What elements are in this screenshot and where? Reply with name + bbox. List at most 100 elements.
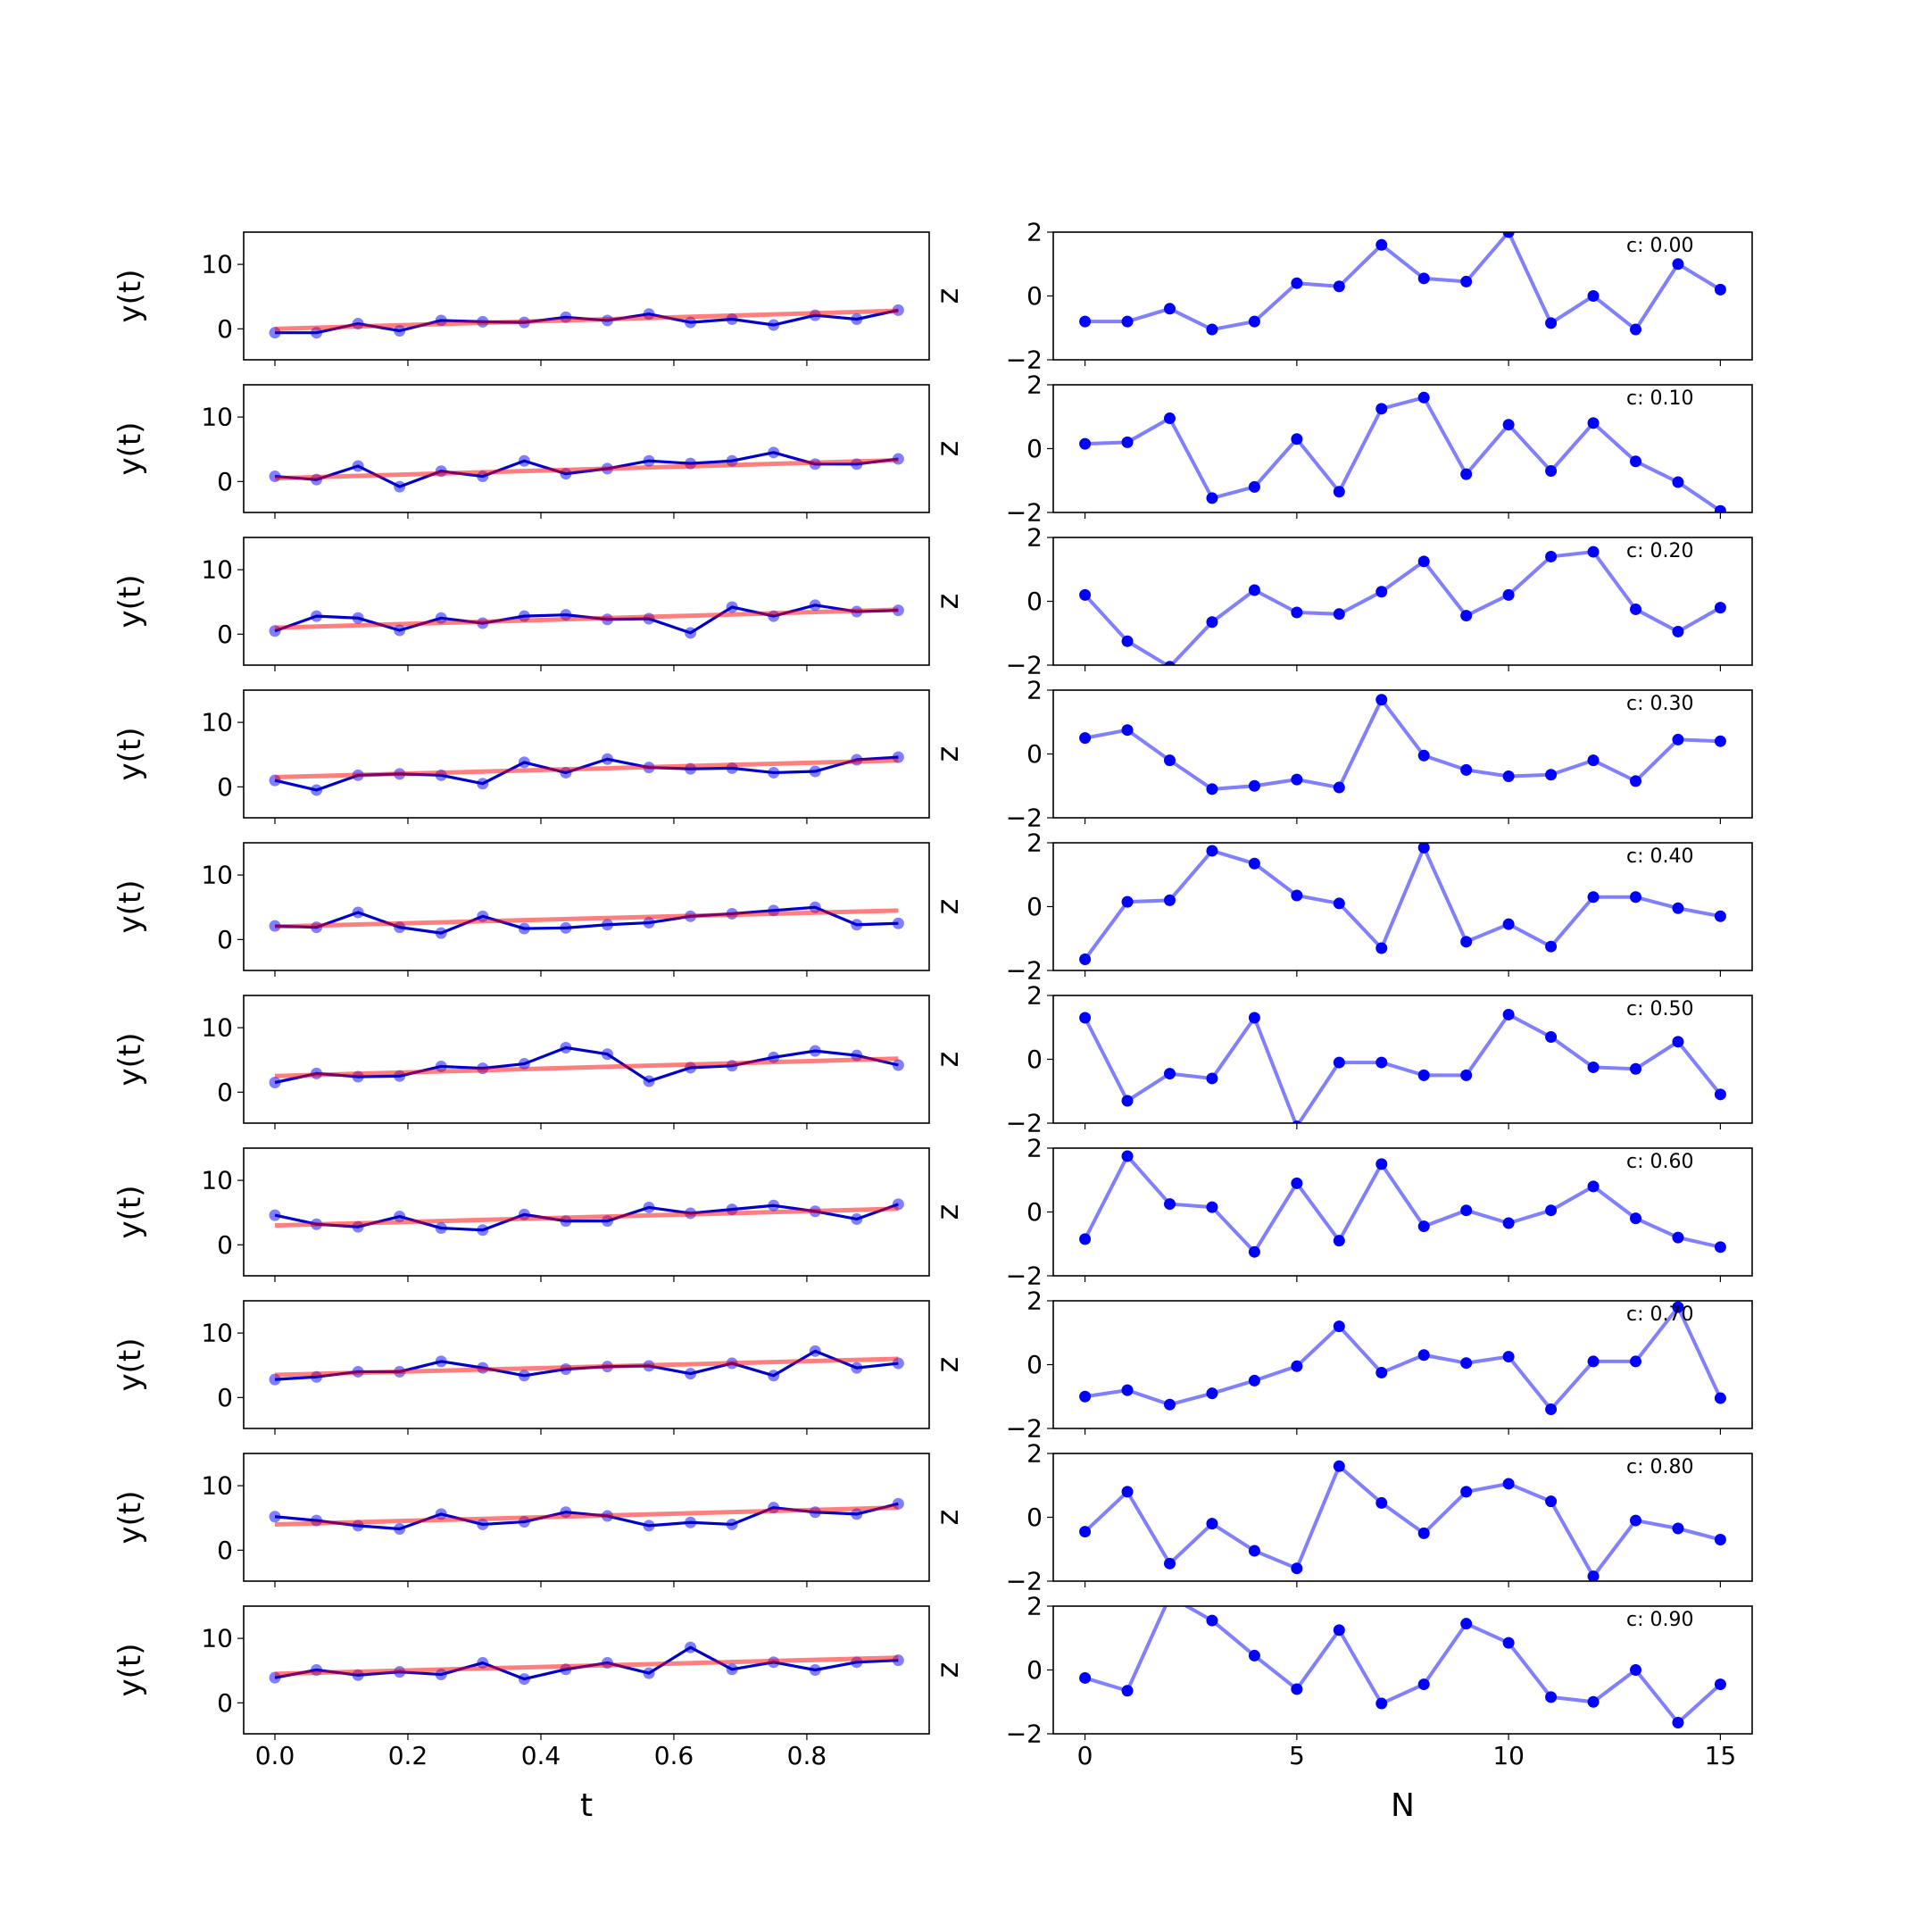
subplot: 0 10 y(t) bbox=[112, 384, 930, 519]
x-tick-label: 0.6 bbox=[654, 1741, 694, 1770]
axes-frame bbox=[243, 537, 930, 666]
plot-area bbox=[269, 446, 904, 493]
series-line bbox=[274, 1206, 899, 1228]
series-line bbox=[274, 1356, 899, 1378]
y-axis-label: y(t) bbox=[112, 1644, 148, 1697]
series-line bbox=[1083, 1153, 1721, 1254]
y-tick-label: 2 bbox=[1026, 981, 1043, 1011]
axes-frame bbox=[1052, 1605, 1753, 1735]
y-tick-label: 2 bbox=[1026, 1287, 1043, 1316]
y-tick-label: 10 bbox=[201, 708, 233, 737]
annotation: c: 0.60 bbox=[1626, 1151, 1694, 1173]
y-axis-label: z bbox=[930, 1357, 966, 1373]
annotation: c: 0.70 bbox=[1626, 1303, 1694, 1326]
series-line bbox=[274, 908, 899, 929]
y-axis-label: z bbox=[930, 1052, 966, 1068]
subplot: 0 10 y(t) bbox=[112, 537, 930, 671]
subplot: 0 10 0.0 0.2 0.4 0.6 0.8 y(t) t bbox=[112, 1605, 930, 1824]
y-tick-label: 0 bbox=[1026, 281, 1043, 311]
y-tick-label: 0 bbox=[217, 1230, 233, 1260]
axes-frame bbox=[243, 689, 930, 819]
series-line bbox=[274, 1505, 899, 1527]
y-tick-label: 0 bbox=[1026, 587, 1043, 616]
subplot: 0 10 y(t) bbox=[112, 1453, 930, 1587]
y-tick-label: 10 bbox=[201, 1624, 233, 1653]
series-line bbox=[1084, 697, 1721, 791]
y-tick-label: −2 bbox=[1006, 804, 1043, 833]
y-axis-label: y(t) bbox=[112, 728, 148, 781]
y-tick-label: 0 bbox=[217, 467, 233, 496]
plot-area bbox=[269, 304, 904, 339]
y-tick-label: 0 bbox=[1026, 1503, 1043, 1532]
x-tick-label: 10 bbox=[1492, 1741, 1525, 1770]
y-axis-label: y(t) bbox=[112, 575, 148, 629]
y-tick-label: 0 bbox=[217, 314, 233, 344]
axes-frame bbox=[1052, 689, 1753, 819]
series-line bbox=[274, 308, 899, 331]
y-tick-label: 0 bbox=[217, 1383, 233, 1412]
y-tick-label: 10 bbox=[201, 250, 233, 279]
series-line bbox=[274, 1655, 899, 1677]
y-tick-label: 0 bbox=[1026, 1350, 1043, 1379]
series-line bbox=[1083, 1012, 1722, 1123]
point bbox=[1164, 1591, 1176, 1603]
subplot: −2 0 2 z c: 0.20 bbox=[930, 523, 1753, 680]
y-tick-label: 0 bbox=[1026, 434, 1043, 463]
subplot: −2 0 2 z c: 0.80 bbox=[930, 1439, 1753, 1596]
x-axis-label: t bbox=[580, 1787, 593, 1824]
subplot: 0 10 y(t) bbox=[112, 1300, 930, 1435]
plot-area bbox=[1079, 391, 1726, 512]
axes-frame bbox=[1052, 537, 1753, 666]
subplot: 0 10 y(t) bbox=[112, 689, 930, 824]
plot-area bbox=[269, 1042, 904, 1088]
y-axis-label: z bbox=[930, 1510, 966, 1526]
y-tick-label: 0 bbox=[1026, 892, 1043, 921]
axes-frame bbox=[1052, 1147, 1753, 1277]
y-tick-label: 0 bbox=[217, 1536, 233, 1565]
series-line bbox=[1084, 396, 1722, 512]
plot-area bbox=[1079, 545, 1726, 665]
annotation: c: 0.30 bbox=[1626, 693, 1694, 715]
series-line bbox=[274, 1645, 899, 1681]
y-tick-label: 0 bbox=[1026, 1655, 1043, 1685]
y-tick-label: 0 bbox=[217, 772, 233, 802]
y-tick-label: −2 bbox=[1006, 651, 1043, 680]
x-tick-label: 0.2 bbox=[388, 1741, 428, 1770]
y-tick-label: 0 bbox=[1026, 739, 1043, 769]
series-line bbox=[274, 607, 899, 630]
y-tick-label: 2 bbox=[1026, 1439, 1043, 1469]
axes-frame bbox=[1052, 1453, 1753, 1582]
plot-area bbox=[269, 599, 904, 639]
y-tick-label: 0 bbox=[1026, 1045, 1043, 1074]
y-axis-label: y(t) bbox=[112, 1186, 148, 1239]
y-tick-label: 2 bbox=[1026, 1592, 1043, 1621]
x-tick-label: 0.4 bbox=[521, 1741, 561, 1770]
annotation: c: 0.00 bbox=[1626, 235, 1694, 257]
x-tick-label: 5 bbox=[1289, 1741, 1305, 1770]
y-tick-label: 2 bbox=[1026, 676, 1043, 705]
y-tick-label: −2 bbox=[1006, 498, 1043, 528]
y-tick-label: −2 bbox=[1006, 1720, 1043, 1749]
annotation: c: 0.50 bbox=[1626, 998, 1694, 1020]
y-tick-label: 2 bbox=[1026, 1134, 1043, 1163]
series-line bbox=[1084, 1464, 1721, 1578]
y-axis-label: z bbox=[930, 746, 966, 762]
subplot: −2 0 2 z c: 0.10 bbox=[930, 371, 1753, 528]
y-tick-label: 0 bbox=[217, 1688, 233, 1718]
plot-area bbox=[269, 1198, 904, 1237]
axes-frame bbox=[243, 995, 930, 1124]
subplot: −2 0 2 z c: 0.40 bbox=[930, 829, 1753, 986]
axes-frame bbox=[1052, 231, 1753, 361]
y-axis-label: z bbox=[930, 594, 966, 610]
plot-area bbox=[1079, 1301, 1726, 1416]
series-line bbox=[274, 1045, 899, 1085]
y-tick-label: 2 bbox=[1026, 218, 1043, 247]
y-tick-label: 2 bbox=[1026, 371, 1043, 400]
plot-area bbox=[1079, 1591, 1726, 1728]
axes-frame bbox=[243, 231, 930, 361]
plot-area bbox=[1079, 1008, 1726, 1123]
annotation: c: 0.90 bbox=[1626, 1609, 1694, 1631]
y-axis-label: z bbox=[930, 288, 966, 304]
y-axis-label: z bbox=[930, 899, 966, 915]
